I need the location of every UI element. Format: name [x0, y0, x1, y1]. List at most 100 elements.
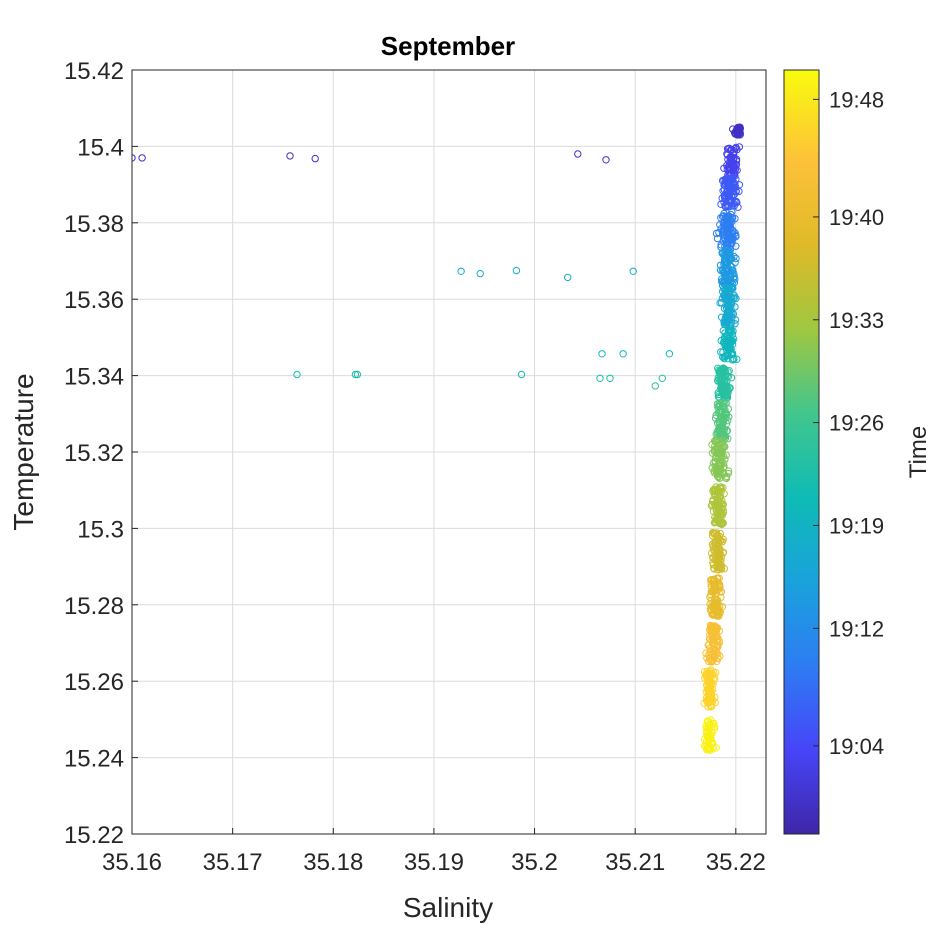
data-point	[709, 528, 717, 537]
data-point	[724, 292, 733, 301]
data-point	[726, 178, 734, 186]
x-axis-label: Salinity	[403, 892, 493, 923]
data-point	[717, 593, 725, 602]
data-point	[651, 382, 659, 390]
data-point	[707, 591, 715, 599]
data-point	[596, 374, 604, 382]
data-point	[715, 508, 724, 516]
data-point	[457, 267, 465, 275]
data-point	[726, 275, 734, 284]
data-point	[726, 197, 734, 206]
data-point	[706, 716, 715, 724]
data-point	[722, 202, 730, 211]
data-point	[351, 370, 360, 379]
colorbar-tick-label: 19:26	[829, 411, 884, 436]
data-point	[713, 565, 722, 574]
data-point	[709, 743, 717, 751]
data-point	[717, 348, 725, 356]
data-point	[719, 237, 728, 245]
data-point	[734, 126, 742, 134]
data-point	[731, 275, 739, 283]
data-point	[138, 154, 146, 162]
data-point	[658, 374, 666, 382]
y-tick-label: 15.34	[64, 364, 124, 391]
data-point	[512, 266, 521, 275]
data-point	[730, 294, 738, 303]
y-tick-label: 15.3	[77, 516, 124, 543]
data-point	[293, 370, 301, 379]
x-tick-label: 35.2	[511, 849, 558, 876]
data-point	[733, 355, 741, 363]
data-point	[311, 154, 319, 163]
data-point	[712, 518, 720, 526]
data-point	[728, 214, 736, 222]
data-point	[716, 221, 724, 229]
data-point	[724, 277, 732, 285]
data-point	[703, 685, 712, 694]
data-point	[706, 697, 714, 706]
data-point	[720, 441, 728, 450]
y-axis-ticks: 15.22 15.24 15.26 15.28 15.3 15.32 15.34 15.36 1…	[64, 58, 138, 849]
data-point	[708, 739, 717, 747]
data-point	[734, 123, 742, 132]
data-point	[665, 350, 674, 358]
data-point	[707, 626, 716, 635]
y-tick-label: 15.4	[77, 134, 124, 161]
data-point	[724, 220, 733, 229]
data-point	[619, 350, 627, 358]
data-point	[719, 519, 727, 527]
colorbar	[783, 69, 820, 835]
data-point	[715, 366, 723, 374]
data-point	[712, 595, 720, 604]
data-point	[731, 258, 739, 267]
data-point	[728, 356, 737, 364]
data-point	[706, 720, 714, 728]
y-tick-label: 15.38	[64, 211, 124, 238]
data-point	[710, 485, 719, 494]
data-point	[574, 150, 582, 158]
data-point	[714, 419, 722, 427]
x-tick-label: 35.21	[605, 849, 665, 876]
data-point	[719, 436, 727, 445]
chart-title: September	[381, 31, 515, 61]
data-point	[476, 269, 484, 278]
data-point	[707, 588, 715, 596]
data-point	[602, 156, 610, 164]
data-point	[722, 255, 731, 263]
colorbar-tick-label: 19:33	[829, 308, 884, 333]
data-point	[729, 310, 738, 318]
data-point	[724, 290, 732, 298]
data-point	[710, 607, 719, 615]
data-point	[710, 580, 718, 589]
data-point	[718, 389, 726, 397]
colorbar-tick-label: 19:12	[829, 616, 884, 641]
data-point	[728, 337, 737, 345]
data-point	[728, 350, 737, 358]
data-point	[712, 744, 720, 752]
data-point	[732, 143, 740, 152]
data-point	[731, 144, 739, 153]
data-point	[715, 493, 724, 501]
data-point	[717, 504, 726, 513]
data-point	[728, 284, 737, 293]
data-point	[710, 467, 718, 475]
data-point	[709, 586, 717, 594]
data-point	[703, 731, 711, 739]
data-point	[705, 720, 713, 729]
data-point	[714, 376, 722, 385]
data-point	[706, 606, 714, 614]
data-point	[714, 536, 722, 544]
data-point	[731, 320, 739, 328]
data-point	[732, 254, 740, 263]
data-point	[716, 402, 724, 410]
data-point	[725, 343, 733, 351]
data-point	[564, 273, 572, 282]
x-tick-label: 35.19	[404, 849, 464, 876]
data-point	[716, 547, 724, 555]
data-point	[718, 384, 727, 393]
colorbar-tick-label: 19:40	[829, 205, 884, 230]
data-point	[708, 576, 716, 584]
colorbar-label: Time	[905, 426, 932, 478]
x-tick-label: 35.22	[706, 849, 766, 876]
data-point	[721, 400, 729, 408]
